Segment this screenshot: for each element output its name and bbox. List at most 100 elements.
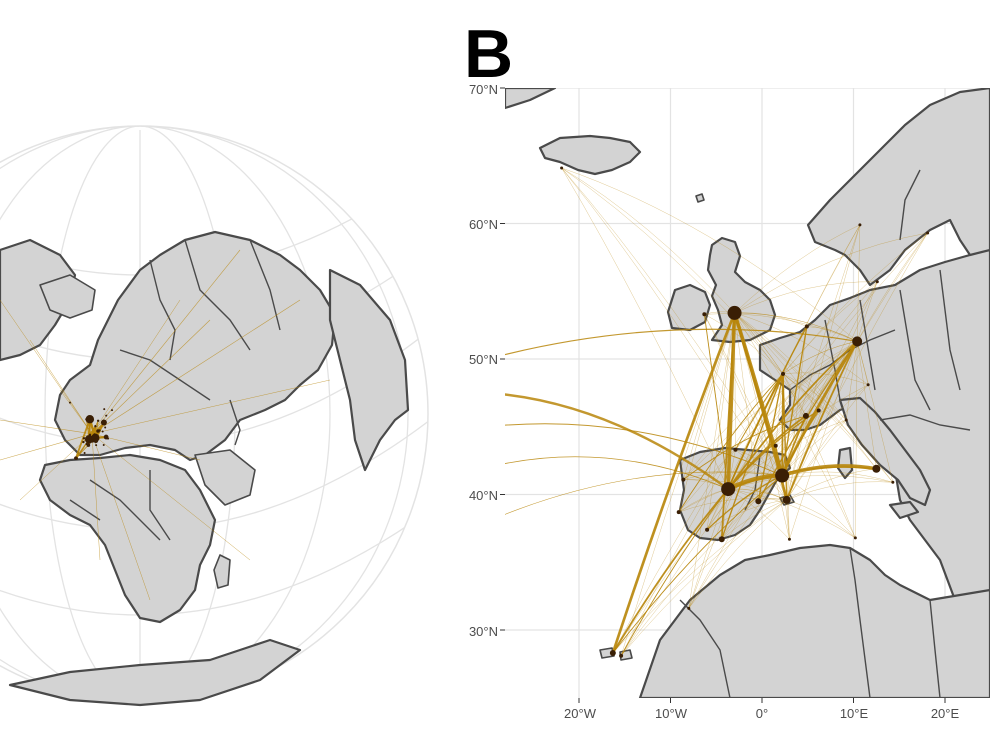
- node-bilbao: [733, 447, 738, 452]
- globe-node-reykjavik: [69, 401, 72, 404]
- lon-tick-10e: 10°E: [840, 706, 869, 721]
- globe-node-malaga: [86, 443, 91, 447]
- globe-antarctica: [8, 638, 302, 707]
- map-b-borders: [679, 169, 971, 698]
- globe-node-milan: [101, 430, 104, 433]
- route-bilbao-to-paris: [735, 373, 784, 451]
- route-faint: [782, 281, 878, 375]
- node-seville: [705, 527, 710, 532]
- route-faint: [706, 499, 787, 530]
- globe-node-palma: [93, 438, 99, 444]
- route-lisbon-to-paris: [678, 373, 784, 513]
- land-faroe: [695, 193, 705, 203]
- globe-node-munich: [104, 426, 107, 429]
- route-tenerife-to-barcelona: [612, 475, 783, 654]
- globe-route-11: [0, 433, 93, 461]
- route-faint: [782, 373, 847, 421]
- route-faint: [678, 312, 735, 513]
- globe-node-naples: [107, 437, 110, 440]
- route-faint: [704, 314, 783, 476]
- globe-route-0: [0, 299, 93, 434]
- globe-nodes: [69, 401, 114, 460]
- map-b-nodes: [560, 166, 930, 658]
- node-dublin: [702, 312, 707, 317]
- globe-far-east-rim: [328, 268, 410, 472]
- globe-route-8: [91, 433, 151, 601]
- route-faint: [786, 232, 928, 501]
- route-faint: [688, 475, 783, 609]
- globe-arctic-islands: [39, 274, 96, 319]
- node-gran-canaria: [619, 653, 624, 658]
- route-malaga-to-paris: [721, 373, 784, 540]
- route-faint: [786, 419, 847, 501]
- route-faint: [561, 167, 735, 314]
- lon-tick-0: 0°: [756, 706, 768, 721]
- route-madrid-to-rome: [727, 466, 878, 490]
- node-lyon: [802, 412, 809, 419]
- route-faint: [781, 475, 856, 539]
- globe-node-dublin: [85, 418, 88, 421]
- route-faint: [782, 373, 877, 470]
- route-faint: [612, 499, 787, 654]
- globe-route-13: [91, 299, 181, 434]
- node-algiers: [787, 537, 791, 541]
- route-palma-to-paris: [782, 373, 788, 501]
- route-faint: [782, 373, 807, 417]
- route-faint: [727, 281, 878, 490]
- route-dublin-to-madrid: [703, 313, 729, 490]
- route-faint: [734, 312, 858, 342]
- globe-node-paris: [94, 425, 97, 428]
- globe-node-amsterdam: [96, 419, 100, 422]
- globe-node-berlin: [100, 419, 107, 426]
- map-b-routes: [505, 167, 928, 657]
- panel-b-letter: B: [464, 16, 513, 92]
- route-faint: [561, 167, 784, 375]
- globe-madagascar: [213, 554, 231, 589]
- lon-tick-20e: 20°E: [931, 706, 960, 721]
- route-faint: [561, 167, 858, 342]
- globe-route-9: [91, 433, 101, 561]
- route-faint: [786, 468, 877, 501]
- globe-node-gran-canaria: [75, 457, 79, 460]
- globe-route-3: [91, 249, 241, 434]
- route-madrid-to-tenerife: [611, 488, 730, 654]
- globe-node-porto: [82, 437, 86, 440]
- route-faint: [561, 167, 729, 490]
- route-faint: [856, 341, 894, 483]
- route-porto-to-lyon: [682, 415, 807, 481]
- node-malaga: [718, 536, 725, 543]
- route-faint: [734, 312, 877, 470]
- route-gran-canaria-to-madrid: [620, 488, 729, 657]
- land-canary-islands: [599, 647, 615, 659]
- route-madrid-to-amsterdam: [727, 325, 808, 490]
- node-barcelona: [775, 468, 790, 483]
- panel-a-globe: [0, 125, 429, 707]
- route-faint: [620, 499, 787, 656]
- node-porto: [681, 477, 686, 482]
- lat-tick-70: 70°N: [469, 82, 498, 97]
- node-milan: [844, 418, 848, 422]
- route-faint: [782, 373, 856, 539]
- node-valencia: [755, 498, 762, 505]
- route-faint: [786, 415, 807, 501]
- route-faint: [734, 312, 807, 417]
- node-berlin: [852, 336, 863, 347]
- land-greenland-corner: [505, 88, 557, 110]
- globe-node-copenhagen: [105, 414, 108, 417]
- globe-node-bilbao: [88, 433, 92, 437]
- node-amsterdam: [804, 324, 809, 329]
- lat-tick-50: 50°N: [469, 352, 498, 367]
- globe-arabia: [194, 449, 256, 506]
- node-tenerife: [609, 650, 616, 657]
- route-liverpool-area-to-malaga: [720, 312, 736, 541]
- node-stockholm: [926, 231, 930, 235]
- route-faint: [734, 281, 878, 314]
- route-faint: [683, 471, 783, 480]
- route-faint: [734, 312, 856, 539]
- node-toulouse: [773, 443, 778, 448]
- route-madrid-to-geneva: [727, 409, 820, 490]
- route-faint: [782, 373, 894, 483]
- globe-node-valencia: [90, 438, 95, 443]
- route-faint: [786, 499, 856, 539]
